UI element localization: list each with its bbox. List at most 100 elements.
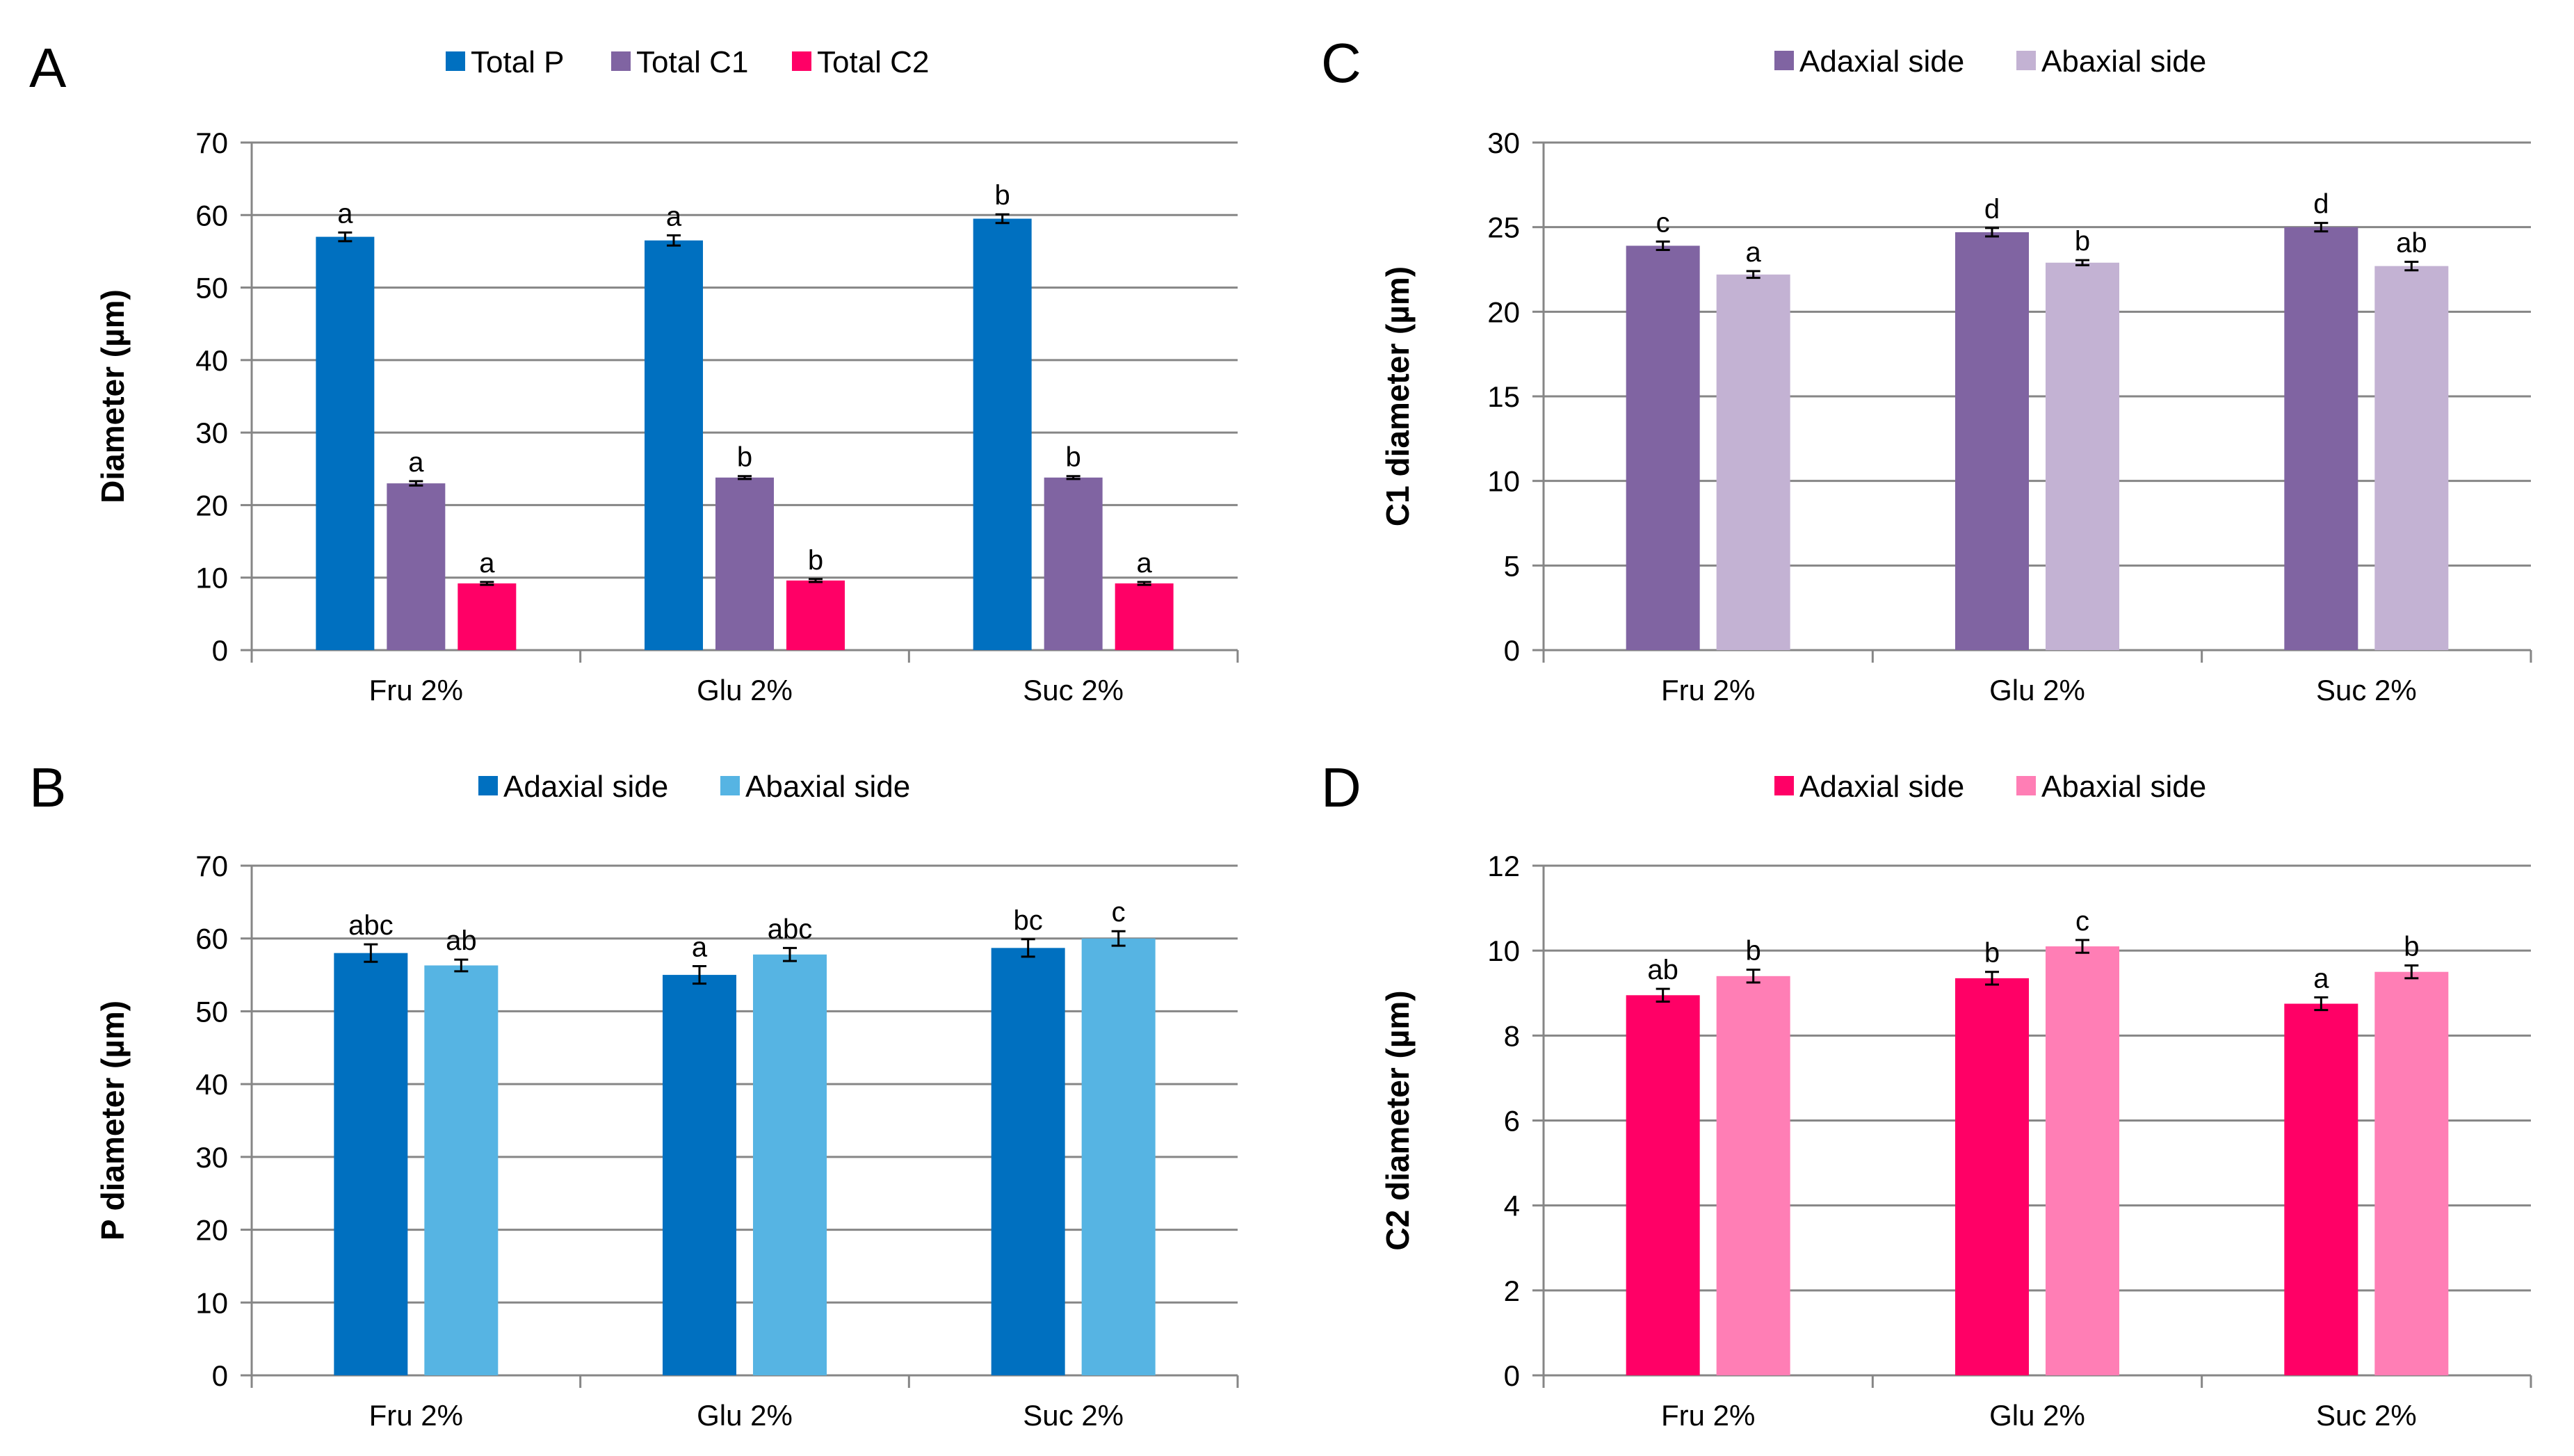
bar <box>663 975 736 1375</box>
chart-panel-a: 0 10 20 30 40 50 60 70 Diameter (µm) Fru 2% a a a Glu… <box>95 45 1239 706</box>
significance-label: d <box>1984 194 2000 225</box>
y-axis-title: C2 diameter (µm) <box>1379 990 1416 1250</box>
legend-swatch <box>1774 51 1794 70</box>
significance-label: abc <box>768 914 813 944</box>
x-tick-label: Suc 2% <box>2316 1399 2417 1432</box>
x-tick-label: Glu 2% <box>697 674 793 706</box>
y-tick-label: 5 <box>1504 549 1520 582</box>
legend-entry: Total C2 <box>817 45 929 79</box>
legend-swatch <box>2016 51 2036 70</box>
significance-label: b <box>2404 932 2419 962</box>
significance-label: a <box>1137 548 1153 579</box>
bar <box>1626 995 1700 1375</box>
bar <box>1955 232 2029 650</box>
bar <box>1115 583 1174 650</box>
legend-entry: Adaxial side <box>1799 45 1964 79</box>
legend-entry: Total C1 <box>636 45 748 79</box>
legend-entry: Abaxial side <box>745 770 910 804</box>
y-axis-title: Diameter (µm) <box>95 289 131 503</box>
panel-label-b: B <box>29 757 66 818</box>
y-tick-label: 40 <box>195 1068 228 1101</box>
y-tick-label: 20 <box>195 489 228 521</box>
bar <box>1716 976 1790 1375</box>
significance-label: d <box>2313 189 2329 220</box>
bar <box>753 954 827 1375</box>
y-tick-label: 15 <box>1487 380 1520 413</box>
bar <box>2374 971 2449 1375</box>
x-tick-label: Glu 2% <box>1989 674 2085 706</box>
legend-swatch <box>720 776 740 795</box>
bar <box>458 583 517 650</box>
bar <box>991 948 1065 1375</box>
legend-swatch <box>792 51 811 71</box>
legend-swatch <box>611 51 631 71</box>
significance-label: c <box>1112 897 1126 928</box>
bar <box>786 580 845 650</box>
bar <box>1626 245 1700 650</box>
legend-entry: Total P <box>471 45 565 79</box>
panel-label-c: C <box>1321 32 1361 94</box>
legend-entry: Adaxial side <box>1799 770 1964 804</box>
y-tick-label: 2 <box>1504 1275 1520 1307</box>
x-tick-label: Suc 2% <box>1023 674 1124 706</box>
significance-label: a <box>2313 963 2329 994</box>
x-tick-label: Fru 2% <box>1661 1399 1755 1432</box>
bar <box>387 483 446 650</box>
y-tick-label: 10 <box>1487 935 1520 967</box>
significance-label: a <box>666 201 682 232</box>
bar <box>1081 938 1156 1375</box>
y-axis-title: C1 diameter (µm) <box>1379 266 1416 526</box>
significance-label: a <box>479 548 495 579</box>
y-tick-label: 30 <box>1487 127 1520 159</box>
significance-label: ab <box>446 925 477 956</box>
y-tick-label: 60 <box>195 199 228 232</box>
x-tick-label: Suc 2% <box>2316 674 2417 706</box>
y-tick-label: 70 <box>195 127 228 159</box>
bar <box>973 218 1032 650</box>
significance-label: b <box>1066 442 1081 473</box>
y-tick-label: 12 <box>1487 850 1520 882</box>
x-tick-label: Glu 2% <box>1989 1399 2085 1432</box>
panel-label-a: A <box>29 37 67 99</box>
significance-label: b <box>995 180 1010 211</box>
significance-label: a <box>408 447 424 478</box>
bar <box>1716 274 1790 650</box>
legend-swatch <box>1774 776 1794 795</box>
legend-entry: Adaxial side <box>503 770 668 804</box>
x-tick-label: Glu 2% <box>697 1399 793 1432</box>
bar <box>2284 1003 2358 1375</box>
y-tick-label: 50 <box>195 272 228 305</box>
bar <box>334 953 408 1375</box>
bar <box>715 477 774 650</box>
y-tick-label: 20 <box>1487 296 1520 328</box>
bar <box>2046 946 2119 1375</box>
legend-swatch <box>2016 776 2036 795</box>
y-tick-label: 60 <box>195 923 228 955</box>
significance-label: ab <box>2396 228 2427 259</box>
y-tick-label: 30 <box>195 1141 228 1174</box>
y-tick-label: 10 <box>195 1286 228 1319</box>
significance-label: b <box>1746 936 1761 966</box>
legend-swatch <box>446 51 465 71</box>
legend-entry: Abaxial side <box>2041 45 2206 79</box>
chart-panel-c: 0 5 10 15 20 25 30 C1 diameter (µm) Fru 2% c a Glu … <box>1379 45 2532 706</box>
y-tick-label: 25 <box>1487 211 1520 244</box>
bar <box>1955 978 2029 1375</box>
significance-label: b <box>1984 938 2000 969</box>
bar <box>645 240 703 650</box>
significance-label: bc <box>1014 905 1043 936</box>
y-tick-label: 50 <box>195 995 228 1028</box>
y-tick-label: 0 <box>212 634 228 667</box>
bar <box>1044 477 1103 650</box>
bar <box>2046 262 2119 650</box>
y-tick-label: 6 <box>1504 1105 1520 1138</box>
y-tick-label: 8 <box>1504 1019 1520 1052</box>
y-tick-label: 70 <box>195 850 228 882</box>
y-tick-label: 40 <box>195 344 228 377</box>
bar <box>2374 266 2449 651</box>
y-tick-label: 10 <box>195 562 228 594</box>
y-tick-label: 4 <box>1504 1190 1520 1222</box>
y-tick-label: 10 <box>1487 465 1520 498</box>
